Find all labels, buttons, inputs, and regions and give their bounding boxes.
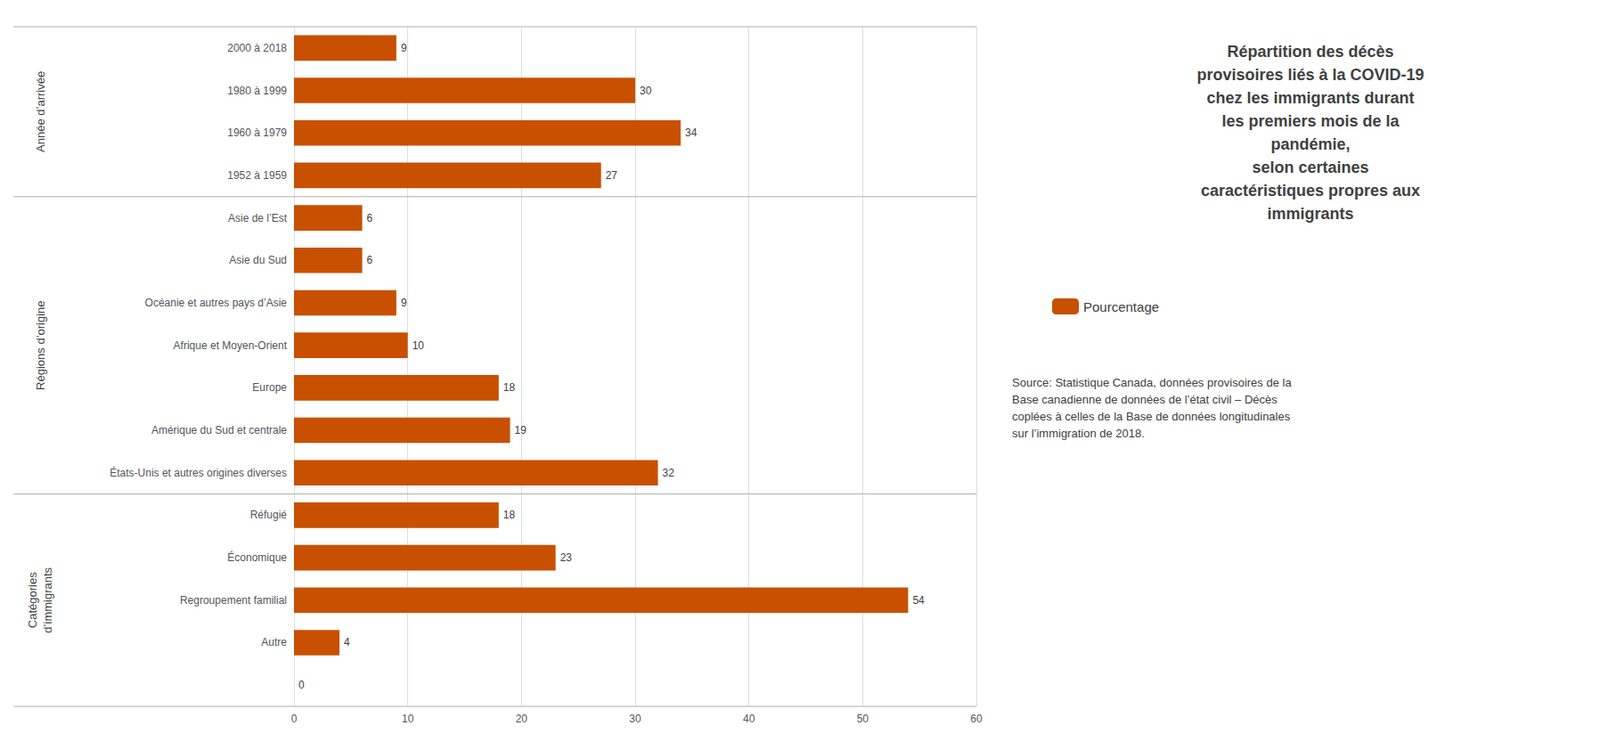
- svg-text:30: 30: [639, 84, 653, 98]
- svg-text:Regroupement familial: Regroupement familial: [179, 594, 287, 607]
- svg-text:6: 6: [367, 253, 374, 267]
- svg-text:19: 19: [514, 424, 528, 437]
- svg-text:1980 à 1999: 1980 à 1999: [227, 84, 287, 98]
- svg-text:caractéristiques propres aux: caractéristiques propres aux: [1200, 181, 1421, 200]
- svg-text:Asie du Sud: Asie du Sud: [228, 253, 287, 267]
- svg-text:Source: Statistique Canada, do: Source: Statistique Canada, données prov…: [1012, 375, 1292, 390]
- svg-text:27: 27: [605, 169, 619, 182]
- svg-text:0: 0: [291, 712, 298, 726]
- svg-text:6: 6: [367, 212, 374, 225]
- svg-text:4: 4: [343, 636, 351, 649]
- svg-text:selon certaines: selon certaines: [1251, 158, 1369, 177]
- svg-text:Pourcentage: Pourcentage: [1083, 299, 1160, 315]
- svg-text:50: 50: [857, 712, 870, 726]
- svg-text:Régions d’origine: Régions d’origine: [33, 300, 48, 390]
- svg-text:60: 60: [970, 712, 983, 726]
- svg-text:Europe: Europe: [252, 381, 287, 394]
- svg-text:10: 10: [412, 339, 425, 352]
- svg-text:coplées à celles de la Base de: coplées à celles de la Base de données l…: [1012, 409, 1291, 424]
- svg-text:9: 9: [400, 296, 408, 310]
- svg-text:Asie de l’Est: Asie de l’Est: [228, 212, 288, 225]
- svg-text:sur l’immigration de 2018.: sur l’immigration de 2018.: [1012, 426, 1145, 441]
- svg-text:30: 30: [628, 712, 642, 726]
- svg-text:23: 23: [560, 551, 573, 564]
- svg-text:Économique: Économique: [227, 550, 287, 564]
- svg-text:immigrants: immigrants: [1266, 204, 1354, 223]
- svg-text:Afrique et Moyen-Orient: Afrique et Moyen-Orient: [173, 339, 288, 352]
- svg-text:les premiers mois de la: les premiers mois de la: [1221, 112, 1400, 131]
- svg-text:États-Unis et autres origines: États-Unis et autres origines diverses: [109, 465, 287, 480]
- svg-text:Réfugié: Réfugié: [250, 508, 288, 522]
- svg-text:18: 18: [503, 508, 516, 522]
- svg-text:34: 34: [685, 126, 698, 139]
- svg-text:Base canadienne de données de: Base canadienne de données de l’état civ…: [1012, 392, 1278, 407]
- svg-text:Océanie et autres pays d’Asie: Océanie et autres pays d’Asie: [145, 296, 288, 310]
- svg-text:1952 à 1959: 1952 à 1959: [227, 169, 287, 182]
- svg-text:18: 18: [503, 381, 516, 394]
- svg-text:32: 32: [662, 466, 676, 480]
- svg-text:54: 54: [912, 594, 925, 607]
- svg-text:0: 0: [298, 678, 305, 692]
- svg-text:Répartition des décès: Répartition des décès: [1226, 42, 1394, 61]
- svg-text:pandémie,: pandémie,: [1270, 135, 1350, 154]
- svg-text:40: 40: [742, 712, 756, 726]
- svg-text:1960 à 1979: 1960 à 1979: [227, 126, 287, 139]
- svg-text:20: 20: [515, 712, 529, 726]
- svg-text:chez les immigrants durant: chez les immigrants durant: [1206, 89, 1414, 107]
- svg-text:10: 10: [401, 712, 415, 726]
- svg-text:Catégories: Catégories: [25, 571, 40, 629]
- svg-text:Autre: Autre: [261, 636, 287, 649]
- svg-text:2000 à 2018: 2000 à 2018: [227, 41, 287, 55]
- svg-text:Année d’arrivée: Année d’arrivée: [33, 71, 48, 153]
- svg-text:d’immigrants: d’immigrants: [40, 566, 55, 633]
- svg-text:Amérique du Sud et centrale: Amérique du Sud et centrale: [151, 424, 287, 437]
- svg-text:provisoires liés à la COVID-19: provisoires liés à la COVID-19: [1196, 65, 1424, 84]
- svg-text:9: 9: [400, 41, 408, 55]
